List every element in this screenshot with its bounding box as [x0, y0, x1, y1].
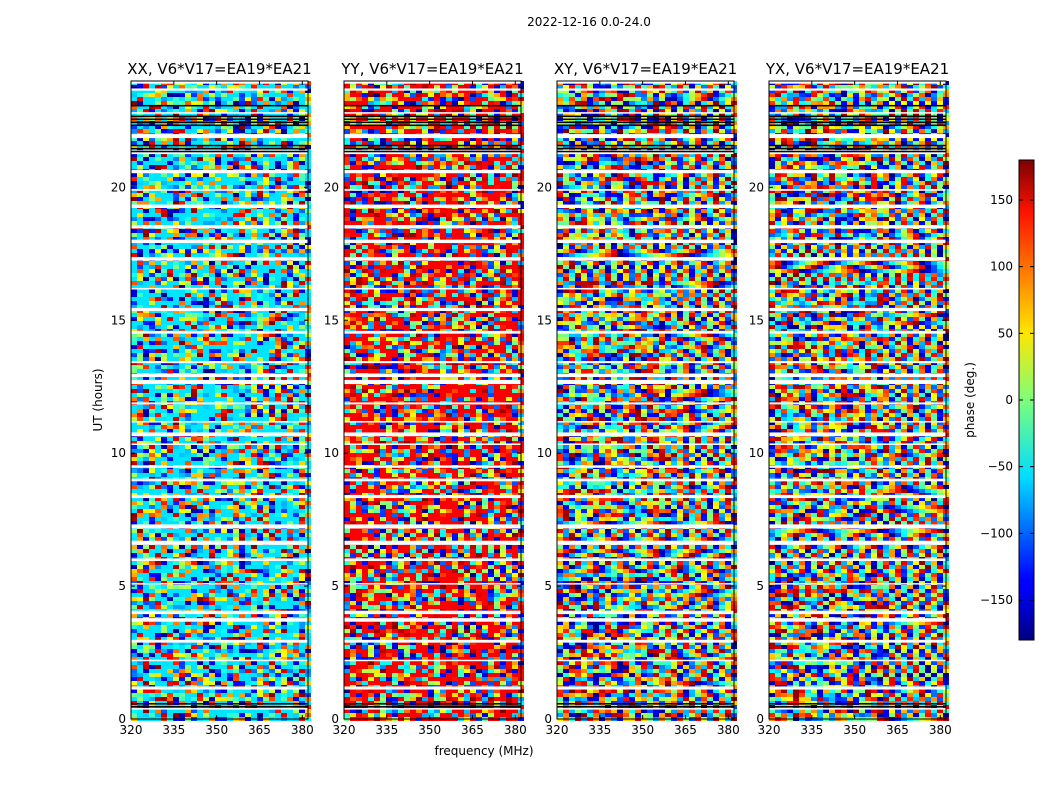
y-tick-label: 10: [111, 446, 126, 460]
colorbar: −150 −100 −50 0 50 100 150 phase (deg.): [963, 159, 1035, 641]
x-tick-label: 365: [886, 723, 909, 737]
y-tick-label: 5: [331, 579, 339, 593]
x-tick-label: 350: [418, 723, 441, 737]
panel-title: XY, V6*V17=EA19*EA21: [554, 60, 737, 78]
colorbar-tick-label: −150: [980, 593, 1013, 607]
phase-heatmap: [769, 81, 949, 721]
phase-heatmap: [344, 81, 524, 721]
y-tick-label: 20: [749, 180, 764, 194]
panel-4: YX, V6*V17=EA19*EA21 320 335 350 365 380 0 5 10 1…: [749, 60, 952, 737]
x-tick-label: 335: [800, 723, 823, 737]
colorbar-label: phase (deg.): [963, 362, 977, 438]
colorbar-tick-label: −50: [988, 460, 1013, 474]
y-tick-label: 15: [537, 313, 552, 327]
x-tick-label: 350: [205, 723, 228, 737]
colorbar-tick-label: 0: [1005, 393, 1013, 407]
x-tick-label: 335: [375, 723, 398, 737]
colorbar-tick-label: 100: [990, 260, 1013, 274]
x-tick-label: 350: [631, 723, 654, 737]
panel-title: YY, V6*V17=EA19*EA21: [340, 60, 523, 78]
panel-frame: [556, 80, 735, 720]
x-tick-label: 380: [929, 723, 952, 737]
y-tick-label: 20: [324, 180, 339, 194]
y-tick-label: 5: [544, 579, 552, 593]
y-tick-label: 0: [544, 712, 552, 726]
y-tick-label: 10: [749, 446, 764, 460]
panel-frame: [768, 80, 947, 720]
phase-heatmap: [131, 81, 311, 721]
x-tick-label: 320: [333, 723, 356, 737]
phase-heatmap: [557, 81, 737, 721]
panel-1: XX, V6*V17=EA19*EA21 320 335 350 365 380 0 5 10 1…: [111, 60, 314, 737]
y-tick-label: 10: [324, 446, 339, 460]
y-tick-label: 0: [118, 712, 126, 726]
y-tick-label: 15: [324, 313, 339, 327]
x-tick-label: 320: [546, 723, 569, 737]
panel-2: YY, V6*V17=EA19*EA21 320 335 350 365 380 0 5 10 1…: [324, 60, 527, 737]
panel-3: XY, V6*V17=EA19*EA21 320 335 350 365 380 0 5 10 1…: [537, 60, 740, 737]
y-tick-label: 5: [118, 579, 126, 593]
x-tick-label: 350: [843, 723, 866, 737]
x-tick-label: 380: [504, 723, 527, 737]
panel-title: YX, V6*V17=EA19*EA21: [765, 60, 949, 78]
y-tick-label: 0: [331, 712, 339, 726]
y-tick-label: 15: [749, 313, 764, 327]
y-tick-label: 20: [537, 180, 552, 194]
x-tick-label: 380: [717, 723, 740, 737]
colorbar-tick-label: 50: [998, 326, 1013, 340]
figure-suptitle: 2022-12-16 0.0-24.0: [527, 15, 651, 29]
x-tick-label: 320: [758, 723, 781, 737]
x-tick-label: 320: [120, 723, 143, 737]
y-tick-label: 0: [756, 712, 764, 726]
panel-title: XX, V6*V17=EA19*EA21: [127, 60, 311, 78]
y-axis-label: UT (hours): [91, 368, 105, 431]
panel-frame: [130, 80, 309, 720]
x-tick-label: 365: [248, 723, 271, 737]
y-tick-label: 10: [537, 446, 552, 460]
x-tick-label: 365: [674, 723, 697, 737]
colorbar-tick-label: 150: [990, 193, 1013, 207]
y-tick-label: 15: [111, 313, 126, 327]
x-tick-label: 380: [291, 723, 314, 737]
x-tick-label: 365: [461, 723, 484, 737]
x-tick-label: 335: [588, 723, 611, 737]
x-axis-label: frequency (MHz): [434, 744, 533, 758]
panel-frame: [343, 80, 522, 720]
y-tick-label: 5: [756, 579, 764, 593]
colorbar-tick-label: −100: [980, 526, 1013, 540]
y-tick-label: 20: [111, 180, 126, 194]
x-tick-label: 335: [162, 723, 185, 737]
